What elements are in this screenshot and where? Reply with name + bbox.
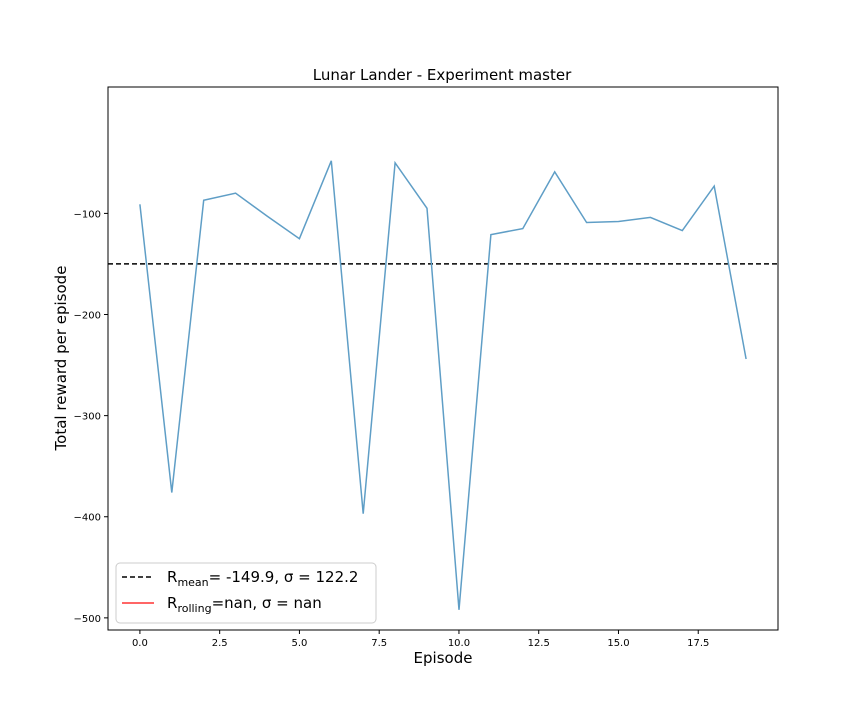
- y-tick-label: −100: [74, 209, 101, 220]
- legend-mean-label: Rmean= -149.9, σ = 122.2: [167, 568, 358, 589]
- x-tick-label: 12.5: [528, 638, 550, 649]
- y-axis-title: Total reward per episode: [52, 266, 70, 452]
- x-tick-label: 15.0: [607, 638, 629, 649]
- x-tick-label: 5.0: [291, 638, 307, 649]
- y-tick-label: −500: [74, 614, 101, 625]
- x-tick-label: 2.5: [212, 638, 228, 649]
- y-tick-label: −400: [74, 513, 101, 524]
- plot-frame: [107, 86, 779, 631]
- chart-title: Lunar Lander - Experiment master: [313, 66, 572, 84]
- legend: Rmean= -149.9, σ = 122.2 Rrolling=nan, σ…: [115, 562, 377, 624]
- x-tick-label: 0.0: [132, 638, 148, 649]
- y-tick-label: −200: [74, 311, 101, 322]
- legend-box: [115, 562, 377, 624]
- y-axis: −100 −200 −300 −400 −500: [74, 209, 108, 625]
- x-tick-label: 7.5: [371, 638, 387, 649]
- plot-area: [108, 160, 778, 610]
- reward-series-line: [139, 160, 747, 610]
- x-tick-label: 17.5: [687, 638, 709, 649]
- x-tick-label: 10.0: [448, 638, 470, 649]
- x-axis: 0.0 2.5 5.0 7.5 10.0 12.5 15.0 17.5: [132, 630, 709, 649]
- y-tick-label: −300: [74, 412, 101, 423]
- legend-rolling-label: Rrolling=nan, σ = nan: [167, 594, 322, 615]
- x-axis-title: Episode: [414, 649, 473, 667]
